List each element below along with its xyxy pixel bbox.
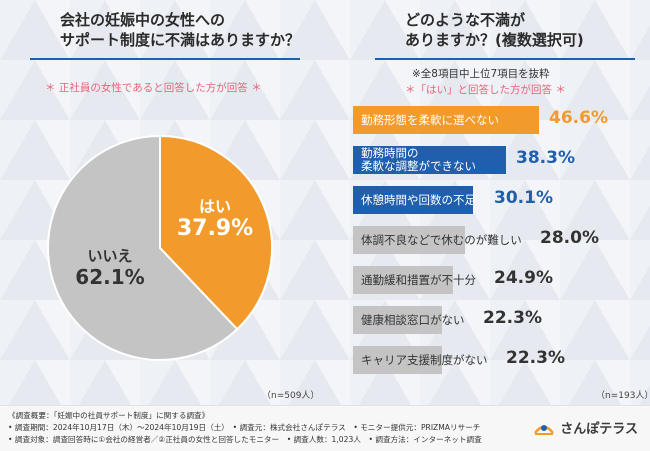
- bar-category-label: 通勤緩和措置が不十分: [361, 272, 476, 287]
- bar-value-label: 22.3%: [506, 348, 565, 368]
- bar-row: 勤務形態を柔軟に選べない: [353, 106, 643, 134]
- bar: [353, 306, 442, 334]
- left-title-underline: [30, 58, 300, 60]
- right-title-underline: [375, 58, 635, 60]
- pie-slice-no: [47, 134, 239, 361]
- right-panel-title: どのような不満が ありますか？(複数選択可): [405, 10, 584, 50]
- pie-label-no-value: 62.1%: [75, 265, 145, 289]
- bar-value-label: 30.1%: [494, 188, 553, 208]
- bar: [353, 266, 453, 294]
- bar-category-label: 健康相談窓口がない: [361, 312, 465, 327]
- pie-label-yes: はい 37.9%: [175, 197, 255, 243]
- left-sample-size: （n=509人）: [262, 391, 320, 401]
- footer-survey-title: 《調査概要：「妊娠中の社員サポート制度」に関する調査》: [8, 411, 210, 420]
- bar-value-label: 22.3%: [483, 308, 542, 328]
- bar: [353, 146, 506, 174]
- right-title-line2: ありますか？(複数選択可): [405, 31, 584, 49]
- left-panel-title: 会社の妊娠中の女性への サポート制度に不満はありますか？: [60, 10, 300, 50]
- pie-label-yes-name: はい: [198, 197, 231, 216]
- pie-label-yes-value: 37.9%: [176, 216, 254, 242]
- logo-icon: [534, 424, 555, 435]
- bar-row: 勤務時間の 柔軟な調整ができない: [353, 146, 643, 174]
- bar-category-label: 勤務形態を柔軟に選べない: [361, 112, 499, 127]
- bar-row: 通勤緩和措置が不十分: [353, 266, 643, 294]
- bar-value-label: 46.6%: [549, 108, 608, 128]
- bar-value-label: 28.0%: [540, 228, 599, 248]
- footer-survey-target: • 調査対象：調査回答時に①会社の経営者／②正社員の女性と回答したモニター • …: [8, 435, 482, 444]
- logo-text: さんぽテラス: [560, 422, 638, 437]
- footer-survey-period: • 調査期間：2024年10月17日（木）〜2024年10月19日（土） • 調…: [8, 423, 481, 432]
- bar-row: 休憩時間や回数の不足: [353, 186, 643, 214]
- logo: さんぽテラス: [533, 418, 638, 437]
- bar-category-label: 休憩時間や回数の不足: [361, 192, 476, 207]
- bar-row: 健康相談窓口がない: [353, 306, 643, 334]
- pie-label-no-name: いいえ: [87, 247, 133, 265]
- left-note: ＊ 正社員の女性であると回答した方が回答 ＊: [45, 82, 262, 94]
- pie-slice-yes: [159, 134, 273, 331]
- bar-category-label: 体調不良などで休むのが難しい: [361, 232, 522, 247]
- footer: 《調査概要：「妊娠中の社員サポート制度」に関する調査》 • 調査期間：2024年…: [0, 405, 650, 451]
- pie-label-no: いいえ 62.1%: [65, 247, 155, 289]
- right-note-top: ※全8項目中上位7項目を抜粋: [412, 68, 550, 80]
- bar-value-label: 24.9%: [494, 268, 553, 288]
- left-title-line1: 会社の妊娠中の女性への: [60, 11, 226, 29]
- right-sample-size: （n=193人）: [596, 391, 650, 401]
- right-title-line1: どのような不満が: [405, 11, 526, 29]
- bar-value-label: 38.3%: [516, 148, 575, 168]
- bar: [353, 346, 442, 374]
- bar: [353, 186, 473, 214]
- pie-chart: はい 37.9% いいえ 62.1%: [47, 134, 273, 361]
- pie-chart-svg: [47, 134, 273, 361]
- right-note-answer: ＊「はい」と回答した方が回答 ＊: [405, 84, 566, 96]
- bar: [353, 226, 465, 254]
- bar: [353, 106, 539, 134]
- bar-row: 体調不良などで休むのが難しい: [353, 226, 643, 254]
- left-title-line2: サポート制度に不満はありますか？: [60, 31, 301, 49]
- bar-row: キャリア支援制度がない: [353, 346, 643, 374]
- bar-category-label: 勤務時間の 柔軟な調整ができない: [361, 146, 476, 173]
- bar-category-label: キャリア支援制度がない: [361, 352, 488, 367]
